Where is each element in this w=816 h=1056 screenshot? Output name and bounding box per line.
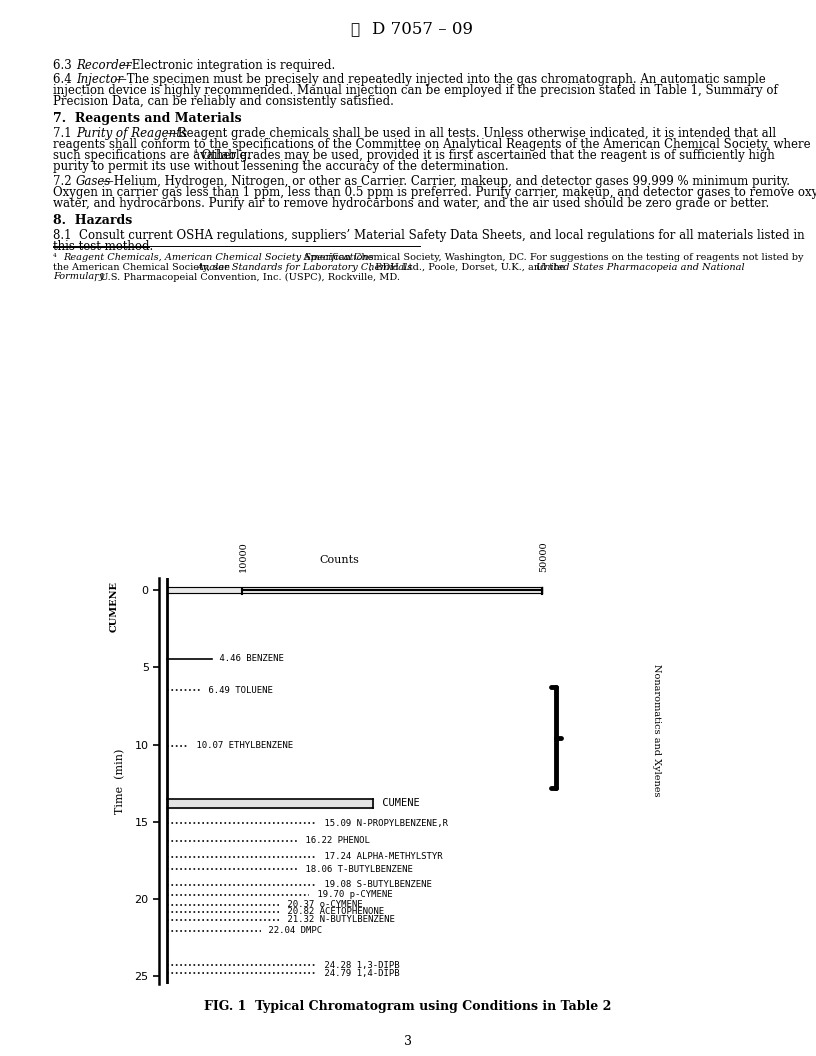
Text: 7.1: 7.1 <box>53 127 79 139</box>
Text: 20.37 o-CYMENE: 20.37 o-CYMENE <box>282 901 362 909</box>
Text: Counts: Counts <box>319 555 359 565</box>
Text: this test method.: this test method. <box>53 240 153 252</box>
Text: Other grades may be used, provided it is first ascertained that the reagent is o: Other grades may be used, provided it is… <box>198 149 775 162</box>
Text: Oxygen in carrier gas less than 1 ppm, less than 0.5 ppm is preferred. Purify ca: Oxygen in carrier gas less than 1 ppm, l… <box>53 186 816 199</box>
Text: Gases: Gases <box>76 174 111 188</box>
Text: 4.46 BENZENE: 4.46 BENZENE <box>214 655 284 663</box>
Text: 7.2: 7.2 <box>53 174 79 188</box>
Text: Ⓢ: Ⓢ <box>350 22 360 37</box>
Text: 19.70 p-CYMENE: 19.70 p-CYMENE <box>312 890 392 899</box>
Text: the American Chemical Society, see: the American Chemical Society, see <box>53 263 233 272</box>
Text: —The specimen must be precisely and repeatedly injected into the gas chromatogra: —The specimen must be precisely and repe… <box>115 73 765 86</box>
Y-axis label: Time  (min): Time (min) <box>114 749 125 813</box>
Text: CUMENE: CUMENE <box>376 798 420 808</box>
Text: 8.  Hazards: 8. Hazards <box>53 213 132 227</box>
Text: United States Pharmacopeia and National: United States Pharmacopeia and National <box>536 263 745 272</box>
Text: 6.3: 6.3 <box>53 59 79 72</box>
Text: 10000: 10000 <box>238 542 247 572</box>
Text: —Helium, Hydrogen, Nitrogen, or other as Carrier. Carrier, makeup, and detector : —Helium, Hydrogen, Nitrogen, or other as… <box>102 174 790 188</box>
Text: Recorder: Recorder <box>76 59 131 72</box>
Text: such specifications are available.: such specifications are available. <box>53 149 251 162</box>
Text: 6.49 TOLUENE: 6.49 TOLUENE <box>202 685 273 695</box>
Text: 6.4: 6.4 <box>53 73 79 86</box>
Text: ⁴: ⁴ <box>53 253 60 263</box>
Text: CUMENE: CUMENE <box>109 581 119 631</box>
Text: 3: 3 <box>404 1035 412 1048</box>
Text: FIG. 1  Typical Chromatogram using Conditions in Table 2: FIG. 1 Typical Chromatogram using Condit… <box>204 1000 612 1013</box>
Text: —Reagent grade chemicals shall be used in all tests. Unless otherwise indicated,: —Reagent grade chemicals shall be used i… <box>166 127 776 139</box>
Text: Purity of Reagents: Purity of Reagents <box>76 127 187 139</box>
Text: 10.07 ETHYLBENZENE: 10.07 ETHYLBENZENE <box>192 741 294 750</box>
Text: D 7057 – 09: D 7057 – 09 <box>372 21 473 38</box>
Text: , U.S. Pharmacopeial Convention, Inc. (USPC), Rockville, MD.: , U.S. Pharmacopeial Convention, Inc. (U… <box>94 272 400 282</box>
Text: , American Chemical Society, Washington, DC. For suggestions on the testing of r: , American Chemical Society, Washington,… <box>294 253 803 263</box>
Text: injection device is highly recommended. Manual injection can be employed if the : injection device is highly recommended. … <box>53 84 778 97</box>
Text: 19.08 S-BUTYLBENZENE: 19.08 S-BUTYLBENZENE <box>319 881 432 889</box>
Text: 18.06 T-BUTYLBENZENE: 18.06 T-BUTYLBENZENE <box>300 865 413 873</box>
Text: —Electronic integration is required.: —Electronic integration is required. <box>120 59 335 72</box>
Text: 24.79 1,4-DIPB: 24.79 1,4-DIPB <box>319 968 400 978</box>
Text: Nonaromatics and Xylenes: Nonaromatics and Xylenes <box>652 663 662 796</box>
Text: 15.09 N-PROPYLBENZENE,R: 15.09 N-PROPYLBENZENE,R <box>319 818 448 828</box>
Text: 16.22 PHENOL: 16.22 PHENOL <box>300 836 370 845</box>
Text: 8.1  Consult current OSHA regulations, suppliers’ Material Safety Data Sheets, a: 8.1 Consult current OSHA regulations, su… <box>53 228 805 242</box>
Text: 7.  Reagents and Materials: 7. Reagents and Materials <box>53 112 242 125</box>
Text: Injector: Injector <box>76 73 123 86</box>
Text: Precision Data, can be reliably and consistently satisfied.: Precision Data, can be reliably and cons… <box>53 95 394 108</box>
Text: ⁴: ⁴ <box>194 149 197 158</box>
Text: , BDH Ltd., Poole, Dorset, U.K., and the: , BDH Ltd., Poole, Dorset, U.K., and the <box>369 263 568 272</box>
Text: water, and hydrocarbons. Purify air to remove hydrocarbons and water, and the ai: water, and hydrocarbons. Purify air to r… <box>53 196 769 210</box>
Text: 24.28 1,3-DIPB: 24.28 1,3-DIPB <box>319 961 400 969</box>
Text: 50000: 50000 <box>539 542 548 572</box>
Text: 22.04 DMPC: 22.04 DMPC <box>263 926 322 936</box>
Text: Formulary: Formulary <box>53 272 104 282</box>
Text: 21.32 N-BUTYLBENZENE: 21.32 N-BUTYLBENZENE <box>282 916 394 924</box>
Text: Analar Standards for Laboratory Chemicals: Analar Standards for Laboratory Chemical… <box>197 263 413 272</box>
Text: purity to permit its use without lessening the accuracy of the determination.: purity to permit its use without lesseni… <box>53 159 508 173</box>
Text: Reagent Chemicals, American Chemical Society Specifications: Reagent Chemicals, American Chemical Soc… <box>63 253 374 263</box>
Text: 20.82 ACETOPHENONE: 20.82 ACETOPHENONE <box>282 907 384 917</box>
Text: 17.24 ALPHA-METHYLSTYR: 17.24 ALPHA-METHYLSTYR <box>319 852 443 861</box>
Text: reagents shall conform to the specifications of the Committee on Analytical Reag: reagents shall conform to the specificat… <box>53 137 810 151</box>
